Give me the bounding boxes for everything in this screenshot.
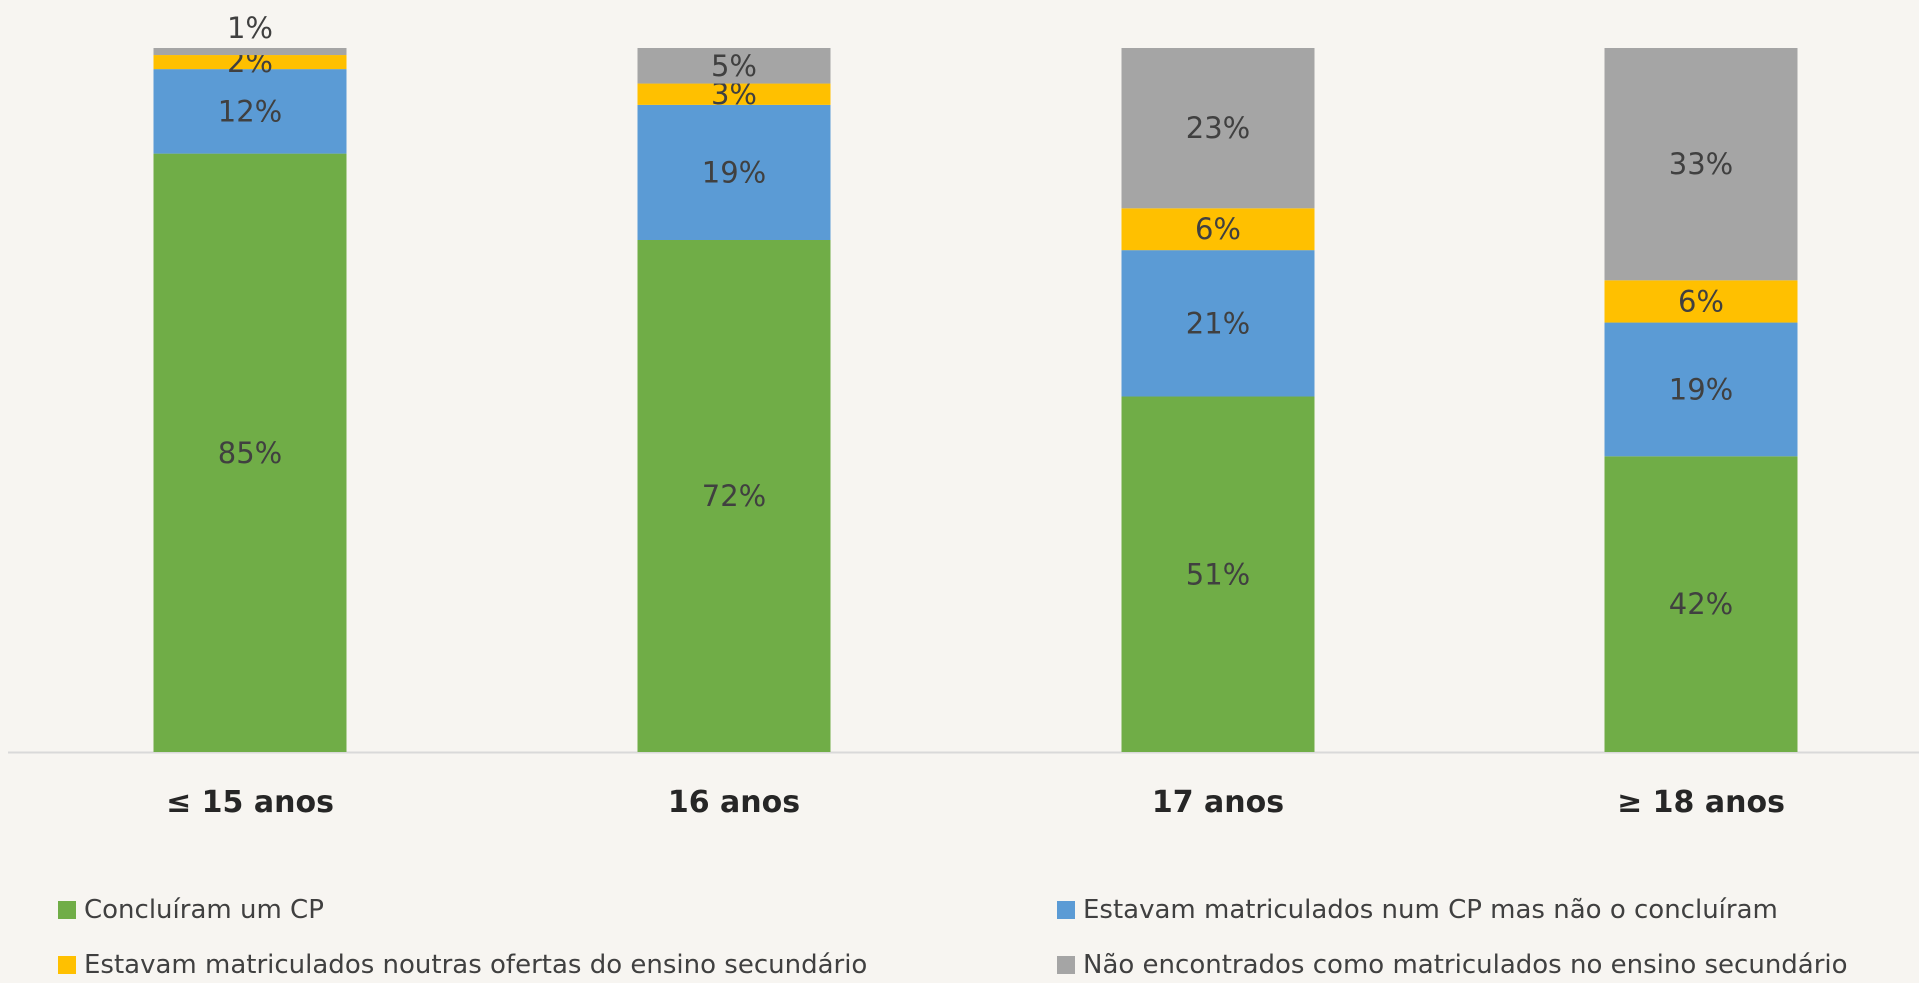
legend-label: Estavam matriculados noutras ofertas do … [84,950,868,980]
data-label: 72% [702,479,766,513]
data-label: 6% [1678,284,1724,318]
bar-segment [153,153,347,753]
legend-item-outras-ofertas: Estavam matriculados noutras ofertas do … [58,950,867,980]
bar-segment [153,55,347,70]
bar-segment [153,48,347,56]
legend-swatch-gray [1057,956,1075,974]
bar-segment [637,240,831,752]
legend-label: Concluíram um CP [84,895,324,925]
bar-segment [153,69,347,154]
category-tick-label: ≥ 18 anos [1617,785,1785,820]
legend-label: Estavam matriculados num CP mas não o co… [1083,895,1778,925]
chart-legend: Concluíram um CP Estavam matriculados nu… [0,870,1919,980]
legend-swatch-yellow [58,956,76,974]
bar-segment [1121,208,1315,251]
data-label: 23% [1186,111,1250,145]
bar-segment [1604,322,1798,457]
bar-segment [637,48,831,84]
data-label: 51% [1186,557,1250,591]
data-label: 12% [218,94,282,128]
legend-swatch-green [58,901,76,919]
data-label: 85% [218,436,282,470]
data-label: 6% [1195,212,1241,246]
data-label: 42% [1669,587,1733,621]
data-label: 1% [227,11,273,45]
data-label: 19% [1669,372,1733,406]
bar-segment [637,83,831,105]
bar-segment [637,104,831,240]
data-label: 19% [702,155,766,189]
legend-item-concluiram: Concluíram um CP [58,895,324,925]
legend-item-nao-encontrados: Não encontrados como matriculados no ens… [1057,950,1848,980]
bar-segment [1604,280,1798,323]
bar-segment [1604,456,1798,752]
data-label: 21% [1186,306,1250,340]
legend-label: Não encontrados como matriculados no ens… [1083,950,1848,980]
bar-segment [1604,48,1798,281]
category-tick-label: 17 anos [1152,785,1284,820]
legend-item-matriculados-cp: Estavam matriculados num CP mas não o co… [1057,895,1778,925]
data-label: 5% [711,49,757,83]
legend-swatch-blue [1057,901,1075,919]
bar-segment [1121,250,1315,397]
category-tick-label: 16 anos [668,785,800,820]
data-label: 33% [1669,147,1733,181]
category-tick-label: ≤ 15 anos [166,785,334,820]
bar-segment [1121,396,1315,752]
bar-segment [1121,48,1315,209]
